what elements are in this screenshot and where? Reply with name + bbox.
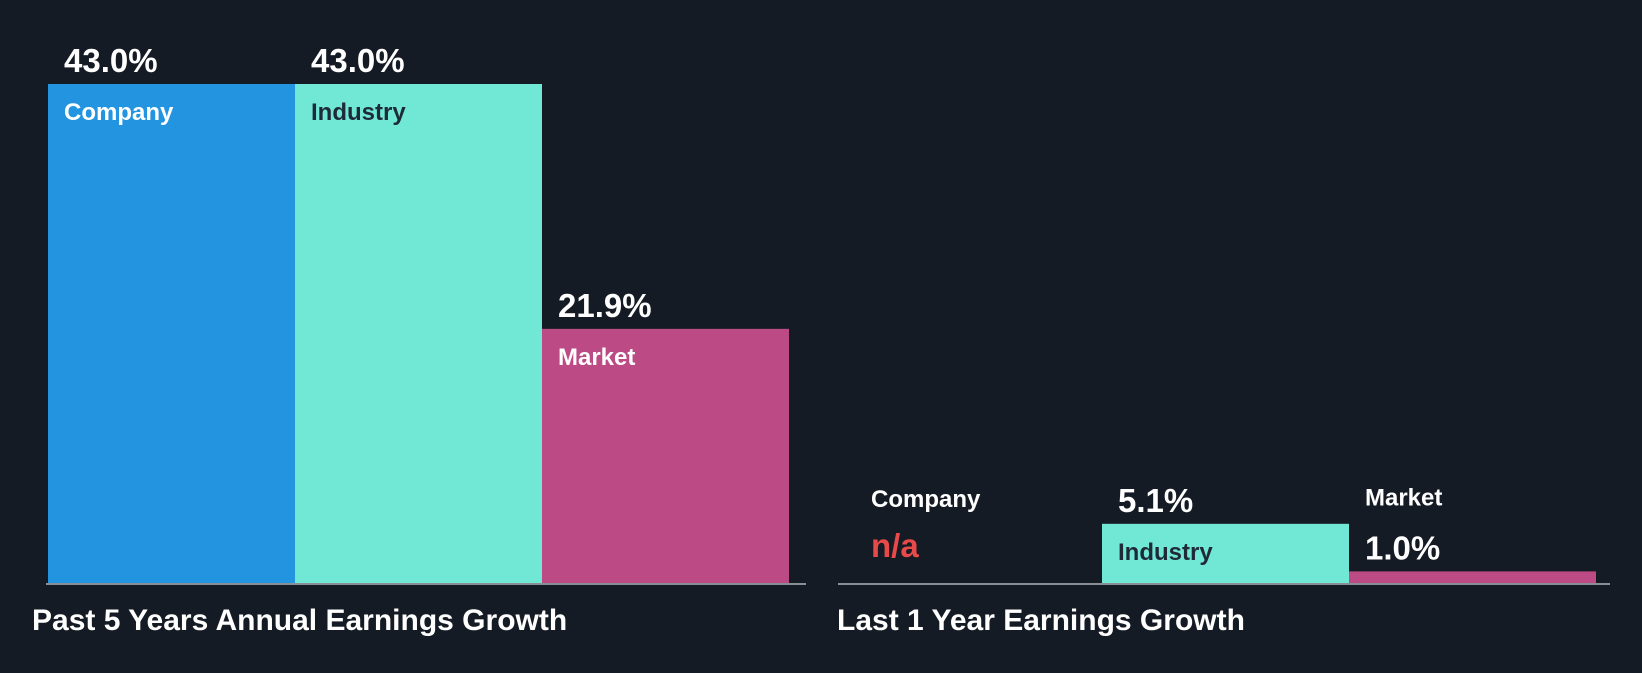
past-5y-category-label-industry: Industry xyxy=(311,99,406,126)
last-1y-category-label-company: Company xyxy=(871,486,981,513)
last-1y-value-label-company: n/a xyxy=(871,527,919,564)
chart-title-last-1-year: Last 1 Year Earnings Growth xyxy=(837,604,1245,637)
past-5y-bar-company xyxy=(48,84,295,583)
last-1y-bar-market xyxy=(1349,571,1596,583)
past-5y-bar-market xyxy=(542,328,789,583)
last-1y-category-label-industry: Industry xyxy=(1118,539,1213,566)
last-1y-bar-industry xyxy=(1102,523,1349,583)
past-5y-category-label-market: Market xyxy=(558,344,635,371)
past-5y-value-label-market: 21.9% xyxy=(558,287,652,324)
past-5y-bar-industry xyxy=(295,84,542,583)
past-5y-value-label-industry: 43.0% xyxy=(311,42,405,79)
last-1y-category-label-market: Market xyxy=(1365,484,1442,511)
last-1y-value-label-industry: 5.1% xyxy=(1118,482,1193,519)
last-1y-value-label-market: 1.0% xyxy=(1365,529,1440,566)
chart-title-past-5-years: Past 5 Years Annual Earnings Growth xyxy=(32,604,568,637)
past-5y-category-label-company: Company xyxy=(64,99,174,126)
past-5y-value-label-company: 43.0% xyxy=(64,42,158,79)
